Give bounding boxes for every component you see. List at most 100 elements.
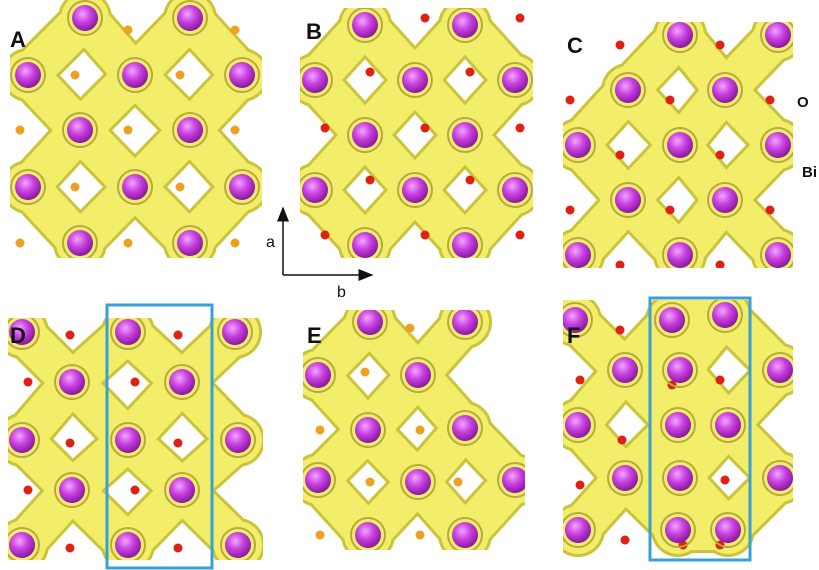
bi-atom (355, 522, 381, 548)
bi-atom (302, 67, 328, 93)
o-atom (516, 14, 525, 23)
o-atom (176, 183, 185, 192)
o-atom (666, 96, 675, 105)
bi-atom (665, 412, 691, 438)
bi-atom (767, 465, 793, 491)
bi-atom (177, 230, 203, 256)
bi-atom (177, 5, 203, 31)
o-atom (366, 478, 375, 487)
bi-atom (169, 369, 195, 395)
bi-atom (15, 62, 41, 88)
o-atom (616, 151, 625, 160)
bi-atom (9, 427, 35, 453)
o-atom (231, 126, 240, 135)
o-atom (321, 124, 330, 133)
structure-panel (288, 0, 542, 272)
bi-atom (229, 62, 255, 88)
bi-atom (357, 309, 383, 335)
bi-atom (615, 187, 641, 213)
o-atom (176, 71, 185, 80)
bi-atom (712, 187, 738, 213)
bi-atom (667, 132, 693, 158)
bi-atom (15, 174, 41, 200)
bi-atom (712, 302, 738, 328)
panels (0, 0, 807, 570)
panel-label: B (306, 19, 322, 44)
bi-atom (305, 467, 331, 493)
bi-atom (115, 427, 141, 453)
bi-atom (452, 122, 478, 148)
o-atom (124, 239, 133, 248)
bi-atom (502, 467, 528, 493)
bi-atom (169, 477, 195, 503)
bi-atom (355, 417, 381, 443)
o-atom (716, 376, 725, 385)
bi-atom (765, 132, 791, 158)
bi-atom (667, 465, 693, 491)
o-atom (66, 439, 75, 448)
o-atom (231, 239, 240, 248)
o-atom (131, 378, 140, 387)
panel-label: F (567, 323, 580, 348)
o-atom (516, 231, 525, 240)
structure-panel (548, 288, 807, 560)
bi-atom (502, 177, 528, 203)
o-atom (766, 96, 775, 105)
o-atom (466, 176, 475, 185)
o-atom (66, 331, 75, 340)
o-atom (361, 368, 370, 377)
bi-atom (405, 469, 431, 495)
o-atom (416, 426, 425, 435)
bi-atom (612, 357, 638, 383)
panel-label: C (567, 33, 583, 58)
o-atom (716, 151, 725, 160)
o-atom (124, 126, 133, 135)
bi-atom (225, 427, 251, 453)
bi-atom (452, 415, 478, 441)
bi-atom (352, 232, 378, 258)
o-atom (616, 326, 625, 335)
bi-atom (115, 319, 141, 345)
o-atom (421, 124, 430, 133)
bi-atom (765, 242, 791, 268)
o-atom (16, 126, 25, 135)
o-atom (16, 239, 25, 248)
o-atom (566, 96, 575, 105)
bi-atom (302, 177, 328, 203)
o-atom (24, 378, 33, 387)
bi-atom (305, 362, 331, 388)
bi-atom (67, 117, 93, 143)
bi-atom (72, 5, 98, 31)
o-atom (454, 478, 463, 487)
o-atom (716, 261, 725, 270)
o-atom (721, 476, 730, 485)
bi-atom (715, 517, 741, 543)
bi-atom (122, 62, 148, 88)
o-atom (618, 436, 627, 445)
o-atom (66, 544, 75, 553)
bi-atom (9, 532, 35, 558)
bi-atom (659, 307, 685, 333)
panel-label: E (307, 323, 322, 348)
o-atom (316, 426, 325, 435)
bi-atom (452, 309, 478, 335)
o-atom (174, 331, 183, 340)
bi-atom (667, 357, 693, 383)
panel-label: A (10, 27, 26, 52)
structure-panel (1, 0, 269, 270)
bi-atom (565, 412, 591, 438)
o-atom (366, 176, 375, 185)
bi-atom (405, 362, 431, 388)
o-atom (576, 376, 585, 385)
o-atom (71, 71, 80, 80)
o-atom (516, 124, 525, 133)
bi-atom (715, 412, 741, 438)
bi-atom (229, 174, 255, 200)
o-atom (231, 26, 240, 35)
o-atom (131, 486, 140, 495)
bi-atom (665, 517, 691, 543)
bi-atom (565, 132, 591, 158)
axis-label: b (337, 284, 346, 301)
o-atom (174, 544, 183, 553)
bi-atom (502, 67, 528, 93)
